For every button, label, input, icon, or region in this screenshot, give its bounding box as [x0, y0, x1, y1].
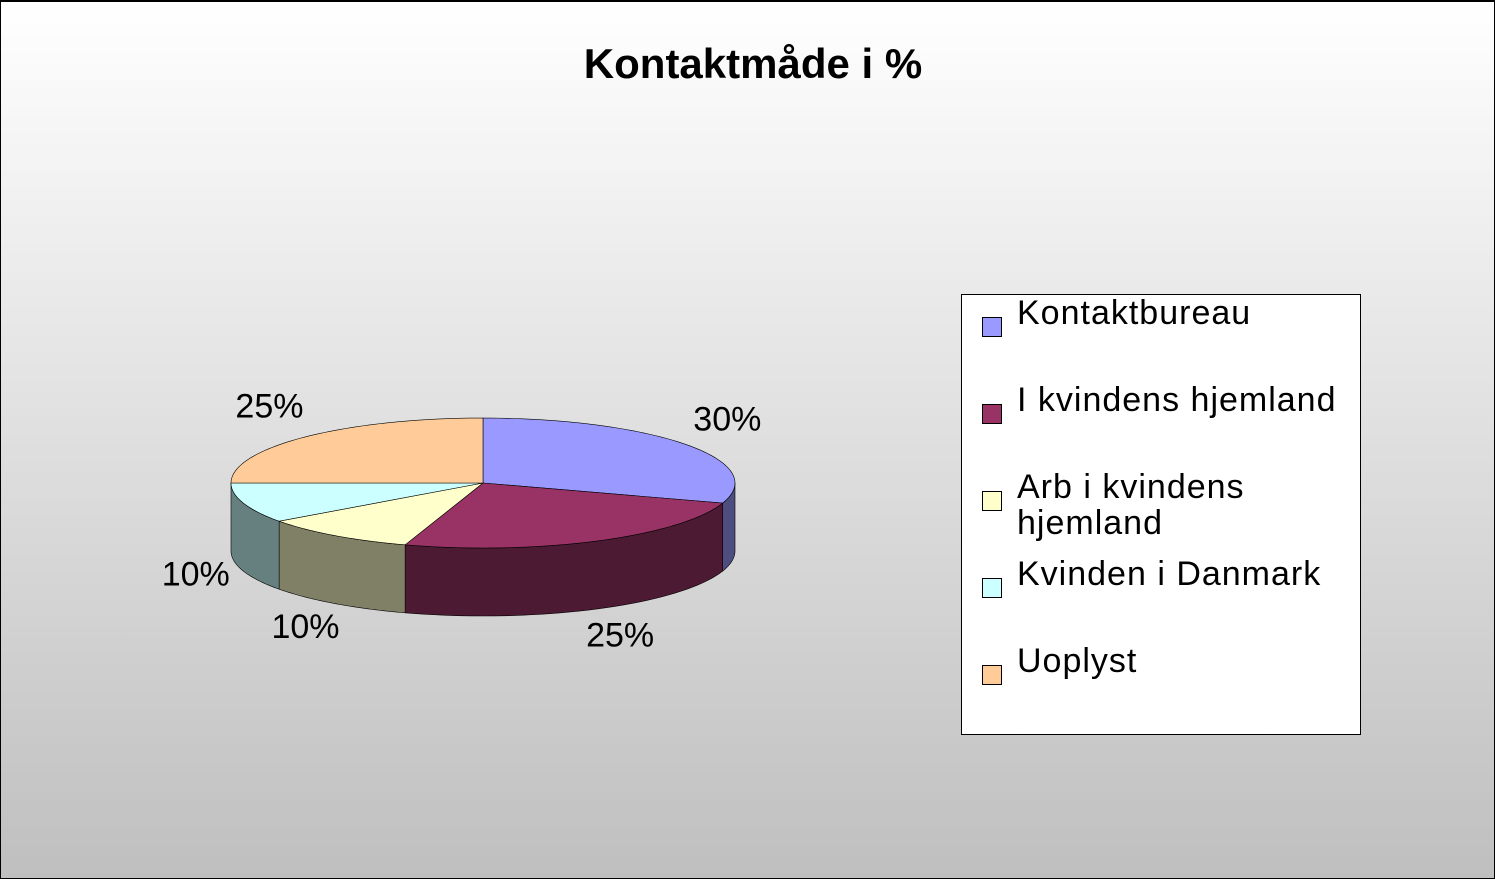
pie-slice	[482, 417, 736, 504]
legend-label: Uoplyst	[1017, 642, 1138, 680]
data-label: 25%	[586, 617, 654, 655]
legend-swatch	[982, 578, 1002, 598]
legend-label: Kontaktbureau	[1017, 294, 1252, 332]
legend-item: Kvinden i Danmark	[962, 556, 1360, 643]
data-label: 25%	[235, 388, 303, 426]
legend-item: Uoplyst	[962, 643, 1360, 730]
legend-label: Kvinden i Danmark	[1017, 555, 1322, 593]
legend-item: Kontaktbureau	[962, 295, 1360, 382]
pie-slice	[230, 417, 484, 484]
pie-slice	[404, 482, 724, 549]
legend-swatch	[982, 404, 1002, 424]
legend-item: I kvindens hjemland	[962, 382, 1360, 469]
legend-label: Arb i kvindens hjemland	[1017, 468, 1245, 542]
data-label: 30%	[693, 400, 761, 438]
chart-title: Kontaktmåde i %	[584, 40, 922, 87]
legend: Kontaktbureau I kvindens hjemland Arb i kv…	[961, 294, 1361, 735]
legend-swatch	[982, 665, 1002, 685]
legend-swatch	[982, 491, 1002, 511]
legend-item: Arb i kvindens hjemland	[962, 469, 1360, 556]
data-label: 10%	[271, 608, 339, 646]
pie-slice	[230, 482, 484, 522]
pie-slice	[277, 482, 484, 546]
data-label: 10%	[162, 556, 230, 594]
legend-label: I kvindens hjemland	[1017, 381, 1337, 419]
legend-swatch	[982, 317, 1002, 337]
